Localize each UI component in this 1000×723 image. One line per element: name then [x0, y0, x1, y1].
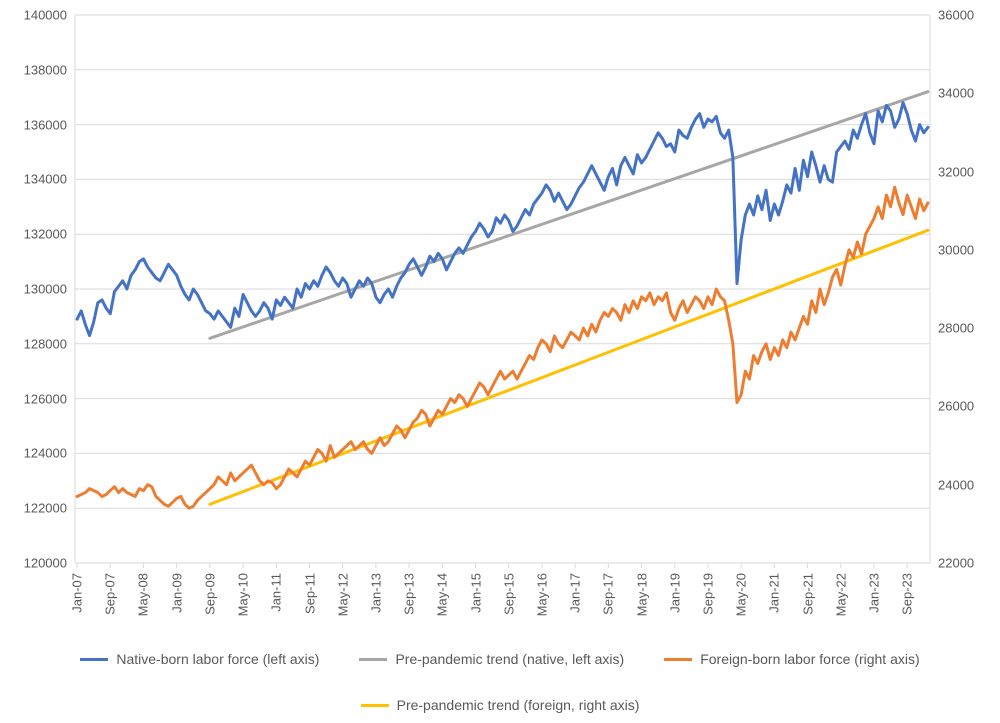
y-right-tick-label: 22000 — [938, 556, 974, 571]
y-left-tick-label: 140000 — [0, 8, 67, 23]
chart-container: 120000 122000 124000 126000 128000 130000 1320… — [0, 0, 1000, 723]
y-left-tick-label: 132000 — [0, 227, 67, 242]
x-tick-label: May-08 — [136, 573, 151, 616]
y-right-tick-label: 26000 — [938, 399, 974, 414]
x-tick-label: Jan-07 — [70, 573, 85, 613]
y-right-tick-label: 32000 — [938, 164, 974, 179]
y-left-tick-label: 120000 — [0, 556, 67, 571]
x-tick-label: Jan-19 — [667, 573, 682, 613]
x-tick-label: Sep-17 — [601, 573, 616, 615]
y-left-tick-label: 136000 — [0, 117, 67, 132]
y-left-tick-label: 126000 — [0, 391, 67, 406]
x-tick-label: Jan-21 — [767, 573, 782, 613]
x-tick-label: Sep-09 — [202, 573, 217, 615]
y-left-tick-label: 134000 — [0, 172, 67, 187]
x-tick-label: Sep-19 — [700, 573, 715, 615]
legend-swatch — [664, 658, 692, 661]
y-right-tick-label: 24000 — [938, 477, 974, 492]
x-tick-label: Jan-09 — [169, 573, 184, 613]
x-tick-label: May-10 — [236, 573, 251, 616]
x-tick-label: May-16 — [534, 573, 549, 616]
x-tick-label: May-12 — [335, 573, 350, 616]
x-tick-label: Jan-15 — [468, 573, 483, 613]
legend-item-native-trend: Pre-pandemic trend (native, left axis) — [359, 651, 624, 667]
y-left-tick-label: 124000 — [0, 446, 67, 461]
x-tick-label: Sep-21 — [800, 573, 815, 615]
legend-swatch — [80, 658, 108, 661]
y-left-tick-label: 138000 — [0, 62, 67, 77]
legend-label: Pre-pandemic trend (native, left axis) — [395, 651, 624, 667]
legend-label: Native-born labor force (left axis) — [116, 651, 319, 667]
legend-item-foreign: Foreign-born labor force (right axis) — [664, 651, 919, 667]
legend-swatch — [359, 658, 387, 661]
legend-label: Pre-pandemic trend (foreign, right axis) — [397, 697, 640, 713]
x-tick-label: Sep-23 — [900, 573, 915, 615]
y-right-tick-label: 34000 — [938, 86, 974, 101]
x-tick-label: May-20 — [734, 573, 749, 616]
legend-item-native: Native-born labor force (left axis) — [80, 651, 319, 667]
x-tick-label: Sep-07 — [103, 573, 118, 615]
x-tick-label: Sep-11 — [302, 573, 317, 614]
x-tick-label: Jan-11 — [269, 573, 284, 612]
legend-label: Foreign-born labor force (right axis) — [700, 651, 919, 667]
x-tick-label: Jan-23 — [866, 573, 881, 613]
x-tick-label: Jan-17 — [568, 573, 583, 613]
x-tick-label: May-14 — [435, 573, 450, 616]
x-tick-label: May-18 — [634, 573, 649, 616]
y-left-tick-label: 128000 — [0, 336, 67, 351]
legend-swatch — [361, 704, 389, 707]
x-tick-label: May-22 — [833, 573, 848, 616]
y-left-tick-label: 130000 — [0, 282, 67, 297]
x-tick-label: Sep-15 — [501, 573, 516, 615]
y-right-tick-label: 28000 — [938, 321, 974, 336]
x-tick-label: Sep-13 — [402, 573, 417, 615]
legend: Native-born labor force (left axis) Pre-… — [0, 651, 1000, 713]
y-right-tick-label: 30000 — [938, 242, 974, 257]
legend-item-foreign-trend: Pre-pandemic trend (foreign, right axis) — [361, 697, 640, 713]
y-right-tick-label: 36000 — [938, 8, 974, 23]
y-left-tick-label: 122000 — [0, 501, 67, 516]
x-tick-label: Jan-13 — [368, 573, 383, 613]
